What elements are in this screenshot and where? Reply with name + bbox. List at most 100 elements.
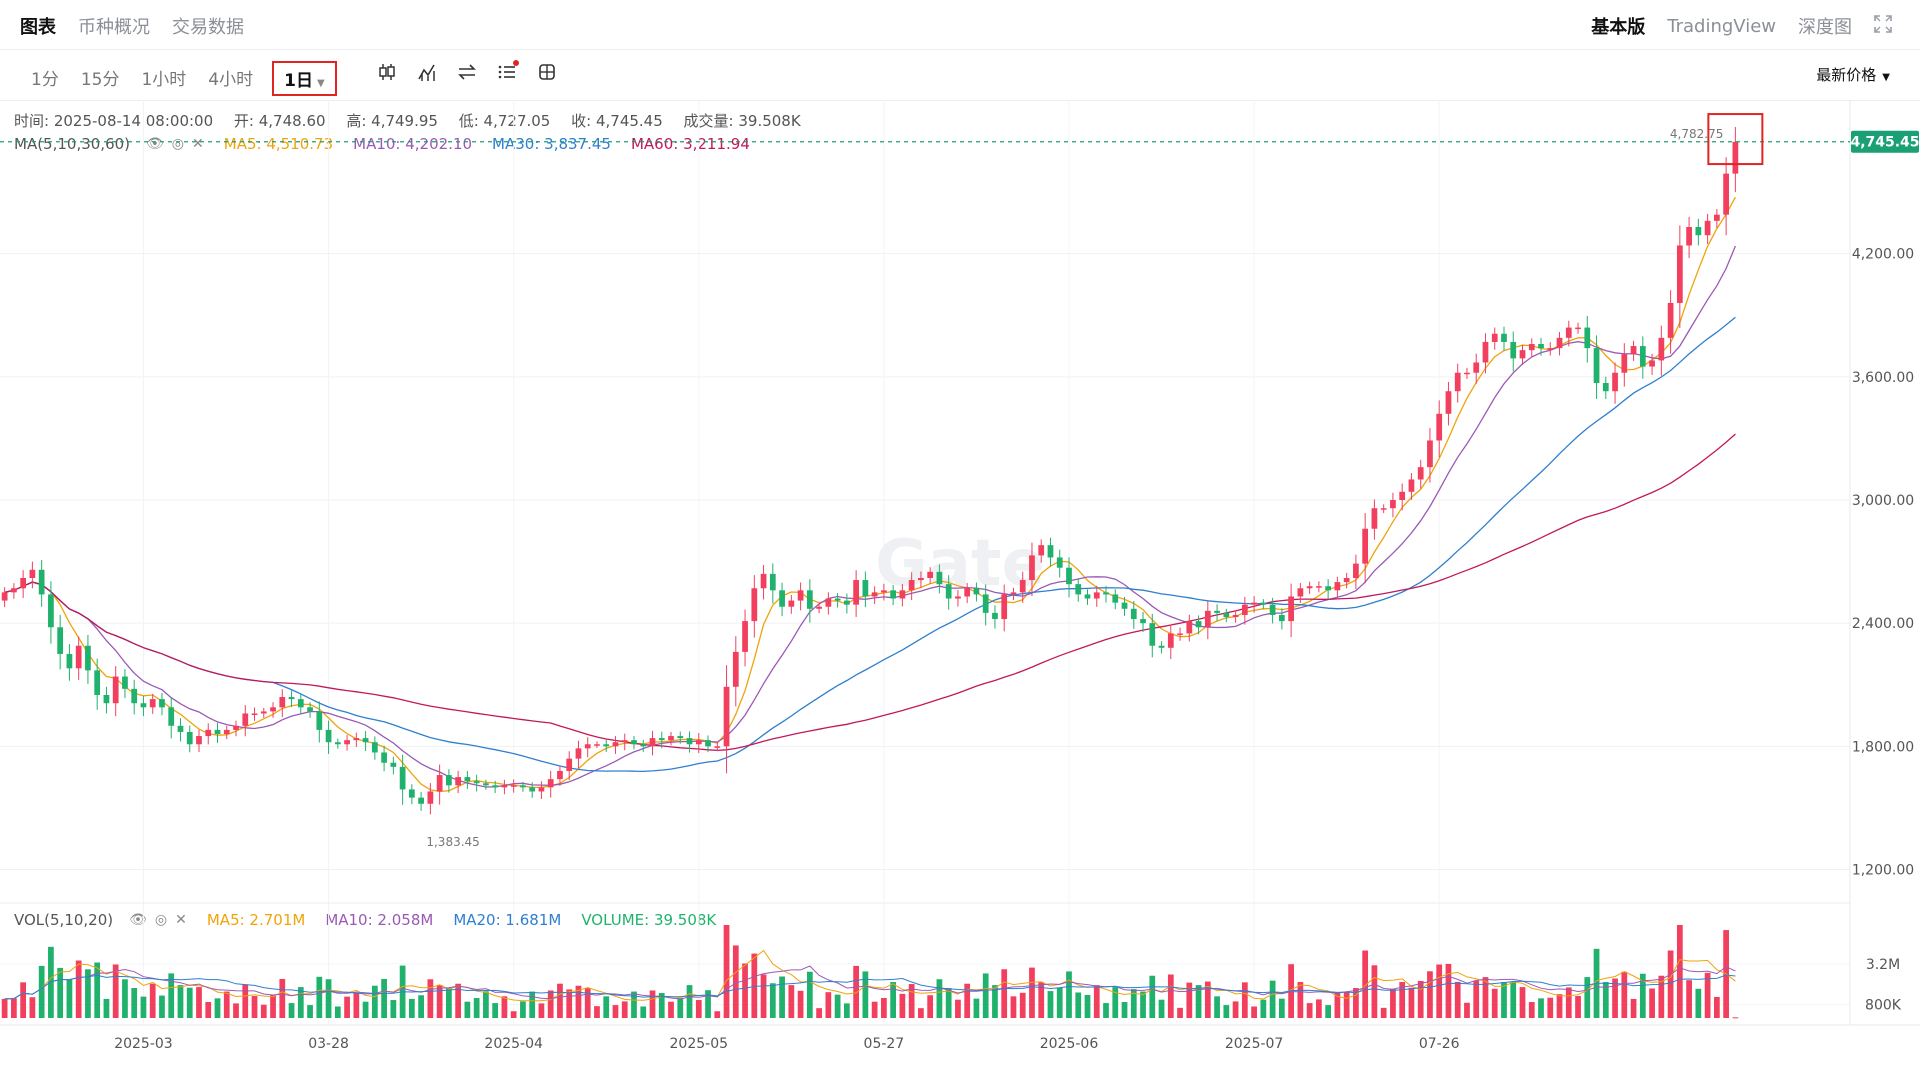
candle-body	[316, 711, 323, 730]
interval-1m[interactable]: 1分	[31, 70, 59, 90]
vol-ma20-value: MA20: 1.681M	[453, 911, 562, 929]
candle-body	[1334, 582, 1341, 591]
candle-body	[742, 621, 748, 652]
volume-bar	[177, 985, 184, 1018]
basic-mode-button[interactable]: 基本版	[1591, 17, 1646, 38]
candle-body	[760, 573, 767, 589]
tab-coin-overview[interactable]: 币种概况	[78, 17, 150, 38]
volume-bar	[584, 988, 591, 1018]
price-type-dropdown[interactable]: 最新价格 ▼	[1816, 64, 1890, 85]
candle-body	[732, 651, 739, 687]
candle-body	[205, 729, 212, 737]
volume-bar	[1649, 988, 1655, 1018]
candle-body	[20, 578, 27, 589]
candle-body	[186, 731, 193, 745]
volume-bar	[1, 998, 8, 1018]
volume-bar	[973, 998, 980, 1018]
settings-icon[interactable]: ◎	[171, 136, 185, 152]
candle-body	[1306, 586, 1313, 589]
candle-body	[390, 762, 397, 767]
interval-1h[interactable]: 1小时	[141, 70, 187, 90]
interval-15m[interactable]: 15分	[80, 70, 120, 90]
top-bar: 图表 币种概况 交易数据 基本版 TradingView 深度图	[0, 0, 1920, 50]
layout-icon[interactable]	[534, 59, 560, 85]
volume-bar	[714, 1011, 721, 1018]
volume-bar	[621, 1001, 628, 1018]
candle-body	[1214, 610, 1220, 613]
tab-chart[interactable]: 图表	[20, 17, 56, 38]
candle-body	[57, 627, 64, 654]
tab-trade-data[interactable]: 交易数据	[172, 17, 244, 38]
volume-bar	[1575, 996, 1581, 1018]
volume-bar	[945, 988, 952, 1018]
candle-body	[1667, 302, 1674, 338]
volume-bar	[353, 992, 360, 1018]
volume-bar	[149, 983, 156, 1018]
candle-body	[408, 789, 415, 798]
close-icon[interactable]: ✕	[175, 912, 187, 928]
candle-body	[1584, 327, 1591, 349]
volume-bar	[316, 976, 323, 1018]
volume-bar	[1306, 1003, 1313, 1018]
compare-icon[interactable]	[454, 59, 480, 85]
volume-bar	[205, 1002, 212, 1018]
volume-bar	[112, 964, 119, 1018]
vol-ma20-line	[4, 974, 1736, 1000]
candle-type-icon[interactable]	[374, 59, 400, 85]
ohlc-open: 开: 4,748.60	[233, 112, 326, 130]
tradingview-mode-button[interactable]: TradingView	[1667, 15, 1776, 37]
candle-body	[85, 645, 91, 671]
volume-bar	[492, 1003, 499, 1018]
volume-bar	[446, 987, 452, 1018]
volume-bar	[1454, 981, 1461, 1018]
eye-icon[interactable]: 👁	[146, 136, 164, 152]
candle-body	[695, 740, 702, 745]
interval-1d-dropdown[interactable]: 1日 ▼	[272, 61, 337, 96]
volume-bar	[955, 999, 961, 1018]
volume-bar	[816, 1008, 822, 1018]
expand-icon[interactable]	[1874, 14, 1892, 38]
interval-4h[interactable]: 4小时	[208, 70, 254, 90]
date-tick-label: 2025-07	[1225, 1036, 1284, 1052]
ma60-value: MA60: 3,211.94	[630, 135, 750, 153]
volume-bar	[594, 1006, 600, 1018]
volume-bar	[29, 997, 36, 1018]
candle-body	[1241, 604, 1248, 615]
candle-body	[1343, 578, 1350, 583]
close-icon[interactable]: ✕	[192, 136, 204, 152]
volume-bar	[1584, 977, 1591, 1018]
volume-bar	[1001, 969, 1008, 1018]
volume-bar	[1186, 982, 1193, 1018]
candle-body	[1473, 362, 1480, 373]
candle-body	[1186, 621, 1193, 634]
volume-bar	[705, 990, 711, 1018]
volume-bar	[1038, 982, 1045, 1018]
candle-body	[973, 588, 980, 595]
volume-bar	[1612, 978, 1618, 1018]
chevron-down-icon: ▼	[316, 78, 325, 89]
settings-icon[interactable]: ◎	[154, 912, 168, 928]
candle-body	[1140, 619, 1146, 624]
ohlc-low: 低: 4,727.05	[458, 112, 551, 130]
candle-body	[658, 738, 665, 741]
indicator-icon[interactable]	[414, 59, 440, 85]
depth-chart-button[interactable]: 深度图	[1798, 17, 1852, 38]
candle-body	[936, 571, 943, 585]
candle-body	[1353, 563, 1359, 578]
volume-bar	[436, 984, 443, 1018]
candle-body	[899, 590, 906, 599]
settings-list-icon[interactable]	[494, 59, 520, 85]
volume-bar	[371, 985, 378, 1018]
candle-body	[1639, 346, 1646, 367]
price-tick-label: 1,200.00	[1852, 862, 1914, 878]
candle-body	[140, 703, 147, 708]
candle-body	[1130, 608, 1137, 620]
eye-icon[interactable]: 👁	[129, 912, 147, 928]
candle-body	[1491, 333, 1498, 342]
volume-bar	[871, 1001, 878, 1018]
volume-bar	[1232, 1001, 1239, 1018]
ma10-line	[4, 245, 1737, 788]
volume-bar	[1427, 971, 1433, 1018]
volume-bar	[1010, 996, 1017, 1018]
